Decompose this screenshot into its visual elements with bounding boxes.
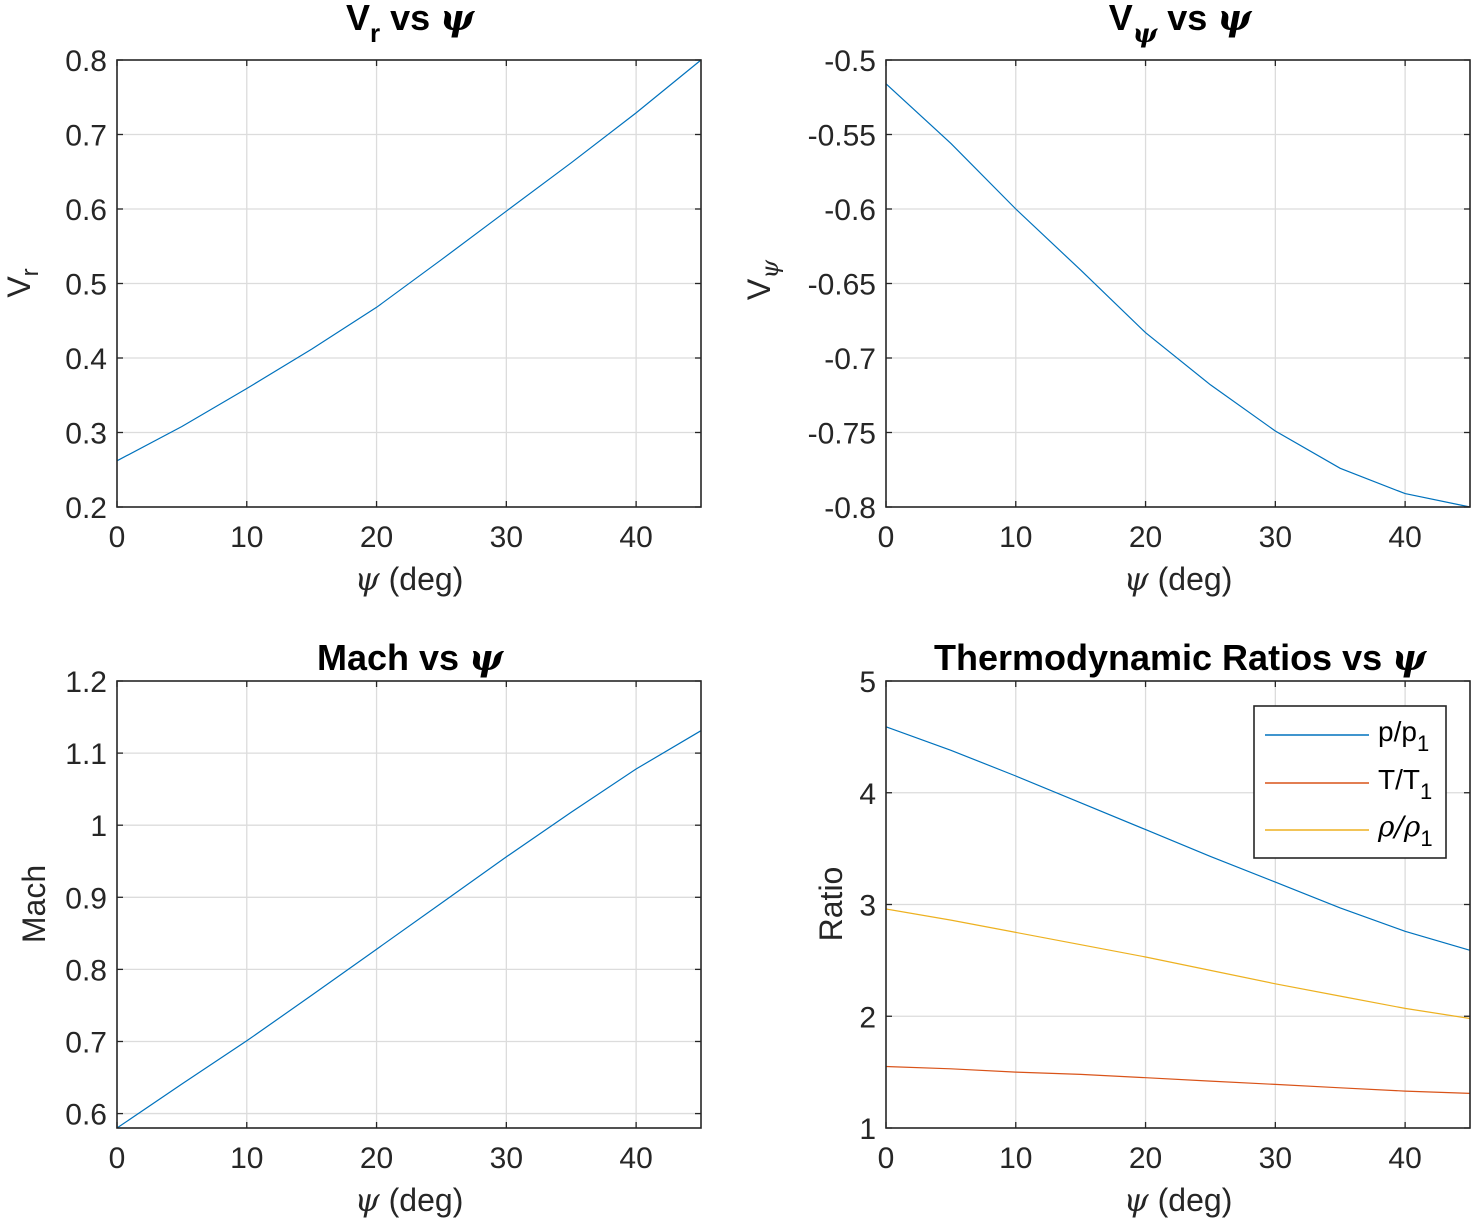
vr-ytick-label: 0.7 [65, 120, 107, 153]
series-line-p [885, 726, 1471, 951]
series-line-rho [885, 908, 1471, 1020]
panel-thermo-title: Thermodynamic Ratios vs ψ [934, 637, 1427, 679]
mach-ytick-label: 1.2 [65, 666, 107, 699]
vpsi-ytick-label: -0.55 [808, 120, 876, 153]
panel-vr-series [116, 59, 702, 462]
panel-vr-xlabel: ψ (deg) [355, 560, 464, 598]
panel-vr-ylabel: Vr [1, 268, 44, 297]
vr-xtick-label: 10 [230, 521, 263, 554]
mach-xtick-label: 20 [360, 1142, 393, 1175]
panel-vr-title: Vr vs ψ [346, 0, 475, 48]
panel-vpsi-series [885, 83, 1471, 508]
vr-ytick-label: 0.6 [65, 194, 107, 227]
panel-mach: Mach vs ψ 0 10 20 30 40 0.6 0.7 0.8 0.9 1 1.1 1.2 ψ… [16, 637, 702, 1219]
mach-xtick-label: 30 [490, 1142, 523, 1175]
vpsi-ytick-label: -0.65 [808, 269, 876, 302]
mach-ytick-label: 1.1 [65, 738, 107, 771]
thermo-xtick-label: 0 [878, 1142, 895, 1175]
panel-vpsi-ylabel: Vψ [741, 259, 784, 300]
panel-mach-ticks: 0 10 20 30 40 0.6 0.7 0.8 0.9 1 1.1 1.2 [65, 666, 701, 1175]
panel-thermo-ylabel: Ratio [813, 867, 849, 942]
panel-vpsi-title: Vψ vs ψ [1109, 0, 1253, 49]
panel-mach-axes-box [116, 680, 702, 1129]
panel-vpsi: Vψ vs ψ 0 10 20 30 40 -0.8 -0.75 -0.7 -0.65 -0.6 -… [741, 0, 1471, 598]
mach-xtick-label: 10 [230, 1142, 263, 1175]
panel-mach-xlabel: ψ (deg) [355, 1181, 464, 1219]
panel-vpsi-xlabel: ψ (deg) [1124, 560, 1233, 598]
vr-xtick-label: 40 [619, 521, 652, 554]
mach-xtick-label: 40 [619, 1142, 652, 1175]
thermo-xtick-label: 30 [1259, 1142, 1292, 1175]
thermo-xtick-label: 40 [1388, 1142, 1421, 1175]
legend-label-rho: ρ/ρ1 [1377, 810, 1433, 851]
panel-mach-series [116, 730, 702, 1129]
mach-ytick-label: 0.6 [65, 1099, 107, 1132]
mach-ytick-label: 0.9 [65, 882, 107, 915]
vpsi-xtick-label: 30 [1259, 521, 1292, 554]
legend-label-p: p/p1 [1378, 716, 1429, 756]
panel-vr-ticks: 0 10 20 30 40 0.2 0.3 0.4 0.5 0.6 0.7 0.8 [65, 45, 701, 554]
vpsi-xtick-label: 20 [1129, 521, 1162, 554]
thermo-xtick-label: 10 [999, 1142, 1032, 1175]
series-line-vpsi [885, 83, 1471, 508]
thermo-ytick-label: 5 [859, 666, 876, 699]
series-line-t [885, 1065, 1471, 1094]
thermo-ytick-label: 2 [859, 1001, 876, 1034]
vr-xtick-label: 20 [360, 521, 393, 554]
series-line-mach [116, 730, 702, 1129]
legend: p/p1 T/T1 ρ/ρ1 [1253, 705, 1447, 859]
panel-thermo-xlabel: ψ (deg) [1124, 1181, 1233, 1219]
vr-xtick-label: 0 [109, 521, 126, 554]
vpsi-ytick-label: -0.8 [824, 492, 876, 525]
vpsi-ytick-label: -0.6 [824, 194, 876, 227]
panel-thermo: Thermodynamic Ratios vs ψ 0 10 20 30 40 1 2 3 4 5… [813, 637, 1471, 1219]
panel-mach-ylabel: Mach [16, 865, 52, 943]
panel-vr-grid [117, 60, 701, 507]
vr-ytick-label: 0.8 [65, 45, 107, 78]
vpsi-xtick-label: 0 [878, 521, 895, 554]
panel-thermo-grid [886, 681, 1470, 1128]
vpsi-xtick-label: 10 [999, 521, 1032, 554]
vr-xtick-label: 30 [490, 521, 523, 554]
mach-xtick-label: 0 [109, 1142, 126, 1175]
panel-vpsi-ticks: 0 10 20 30 40 -0.8 -0.75 -0.7 -0.65 -0.6 -0.55 -0.5 [808, 45, 1470, 554]
panel-mach-grid [117, 681, 701, 1128]
thermo-ytick-label: 4 [859, 778, 876, 811]
mach-ytick-label: 1 [90, 810, 107, 843]
panel-vpsi-grid [886, 60, 1470, 507]
legend-label-t: T/T1 [1378, 764, 1432, 804]
series-line-vr [116, 59, 702, 462]
thermo-xtick-label: 20 [1129, 1142, 1162, 1175]
mach-ytick-label: 0.7 [65, 1026, 107, 1059]
vpsi-ytick-label: -0.7 [824, 343, 876, 376]
panel-thermo-ticks: 0 10 20 30 40 1 2 3 4 5 [859, 666, 1470, 1175]
mach-ytick-label: 0.8 [65, 954, 107, 987]
thermo-ytick-label: 3 [859, 890, 876, 923]
panel-vr: Vr vs ψ 0 10 20 30 40 0.2 0.3 0.4 0.5 0.6 0.7 0.8 ψ… [1, 0, 702, 598]
vr-ytick-label: 0.3 [65, 418, 107, 451]
thermo-ytick-label: 1 [859, 1113, 876, 1146]
panel-thermo-series [885, 726, 1471, 1094]
vpsi-xtick-label: 40 [1388, 521, 1421, 554]
panel-mach-title: Mach vs ψ [317, 637, 504, 679]
vr-ytick-label: 0.2 [65, 492, 107, 525]
vr-ytick-label: 0.5 [65, 269, 107, 302]
vpsi-ytick-label: -0.5 [824, 45, 876, 78]
vr-ytick-label: 0.4 [65, 343, 107, 376]
legend-box [1253, 705, 1447, 859]
vpsi-ytick-label: -0.75 [808, 418, 876, 451]
